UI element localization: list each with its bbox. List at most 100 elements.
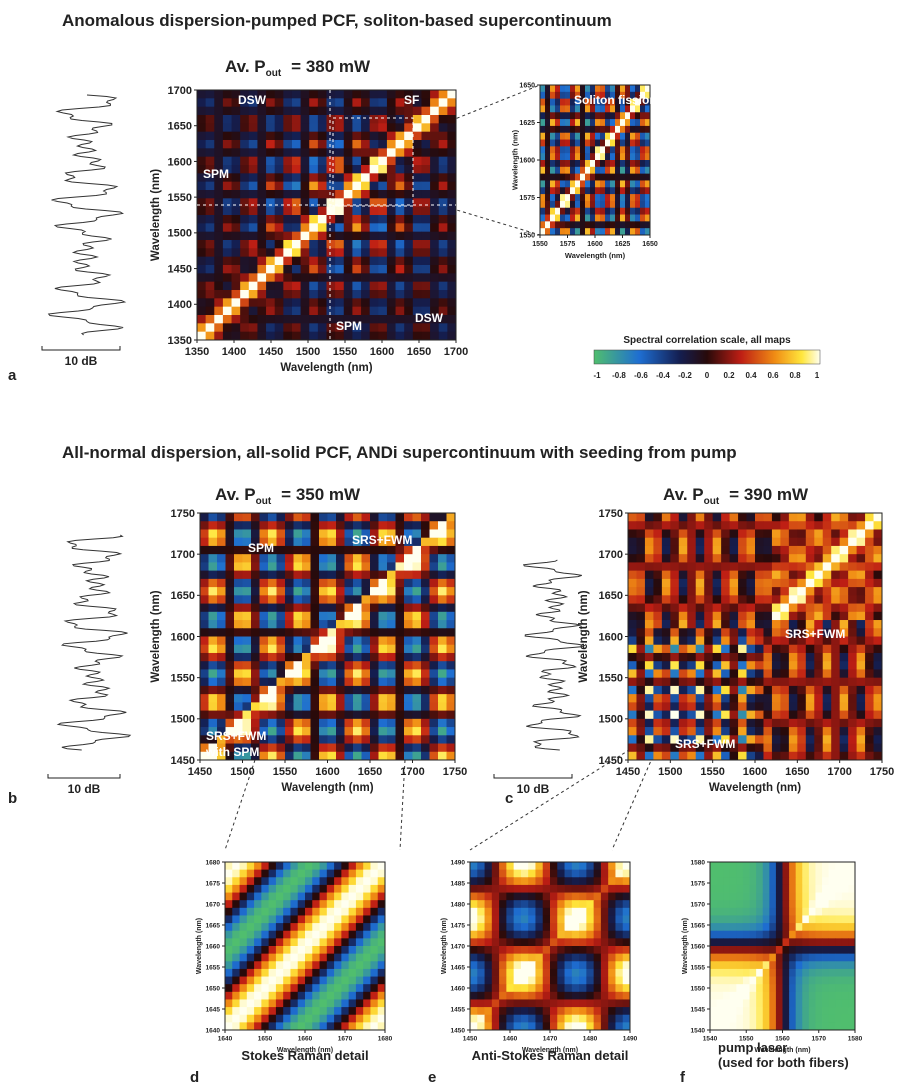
map-cell — [543, 1007, 551, 1015]
map-cell — [268, 637, 277, 646]
map-cell — [823, 661, 832, 670]
map-cell — [756, 999, 763, 1007]
map-cell — [319, 562, 328, 571]
map-cell — [730, 645, 739, 654]
map-cell — [447, 694, 456, 703]
map-cell — [772, 752, 781, 761]
map-cell — [710, 923, 717, 931]
map-cell — [535, 923, 543, 931]
map-cell — [430, 173, 439, 182]
map-cell — [738, 702, 747, 711]
map-cell — [197, 215, 206, 224]
map-cell — [396, 157, 405, 166]
map-cell — [396, 323, 405, 332]
map-cell — [249, 273, 258, 282]
map-cell — [361, 207, 370, 216]
map-cell — [585, 201, 590, 208]
map-cell — [829, 885, 836, 893]
map-cell — [560, 215, 565, 222]
map-cell — [344, 223, 353, 232]
map-cell — [625, 119, 630, 126]
map-cell — [738, 719, 747, 728]
map-cell — [247, 938, 255, 946]
map-cell — [277, 727, 286, 736]
map-cell — [687, 702, 696, 711]
map-cell — [610, 119, 615, 126]
map-cell — [305, 977, 313, 985]
spectrum-trace — [58, 535, 130, 750]
map-cell — [352, 265, 361, 274]
map-cell — [772, 637, 781, 646]
map-cell — [625, 180, 630, 187]
map-cell — [755, 529, 764, 538]
map-cell — [823, 579, 832, 588]
map-cell — [361, 323, 370, 332]
map-cell — [608, 1007, 616, 1015]
map-cell — [370, 661, 379, 670]
map-cell — [283, 282, 292, 291]
map-cell — [815, 862, 822, 870]
map-cell — [447, 173, 456, 182]
map-cell — [447, 711, 456, 720]
map-cell — [396, 702, 405, 711]
map-cell — [789, 678, 798, 687]
map-cell — [302, 694, 311, 703]
map-cell — [370, 877, 378, 885]
map-cell — [730, 877, 737, 885]
map-cell — [217, 628, 226, 637]
map-cell — [336, 735, 345, 744]
map-cell — [857, 694, 866, 703]
map-cell — [848, 513, 857, 522]
map-cell — [470, 1015, 478, 1023]
map-cell — [206, 265, 215, 274]
map-cell — [601, 938, 609, 946]
map-cell — [831, 702, 840, 711]
map-cell — [447, 752, 456, 761]
map-cell — [243, 529, 252, 538]
map-cell — [723, 893, 730, 901]
map-cell — [277, 595, 286, 604]
map-cell — [353, 669, 362, 678]
map-cell — [387, 215, 396, 224]
map-cell — [687, 529, 696, 538]
map-cell — [769, 1007, 776, 1015]
map-cell — [755, 645, 764, 654]
map-cell — [352, 215, 361, 224]
map-cell — [506, 885, 514, 893]
map-cell — [528, 1007, 536, 1015]
map-cell — [605, 221, 610, 228]
map-cell — [341, 862, 349, 870]
map-cell — [226, 554, 235, 563]
map-cell — [396, 273, 405, 282]
map-cell — [268, 744, 277, 753]
map-cell — [413, 571, 422, 580]
map-cell — [260, 562, 269, 571]
map-cell — [214, 223, 223, 232]
map-cell — [197, 115, 206, 124]
map-cell — [421, 273, 430, 282]
map-cell — [290, 877, 298, 885]
map-cell — [387, 686, 396, 695]
map-cell — [363, 969, 371, 977]
map-cell — [345, 653, 354, 662]
map-cell — [214, 298, 223, 307]
map-cell — [370, 870, 378, 878]
map-cell — [477, 877, 485, 885]
map-cell — [595, 208, 600, 215]
map-cell — [260, 752, 269, 761]
map-cell — [335, 265, 344, 274]
map-cell — [809, 893, 816, 901]
map-cell — [492, 1007, 500, 1015]
map-cell — [594, 908, 602, 916]
map-cell — [540, 133, 545, 140]
map-cell — [305, 1022, 313, 1030]
map-cell — [404, 132, 413, 141]
map-cell — [506, 954, 514, 962]
map-cell — [636, 702, 645, 711]
map-cell — [590, 221, 595, 228]
map-cell — [447, 148, 456, 157]
map-cell — [721, 595, 730, 604]
map-cell — [344, 182, 353, 191]
map-cell — [240, 282, 249, 291]
map-cell — [555, 201, 560, 208]
